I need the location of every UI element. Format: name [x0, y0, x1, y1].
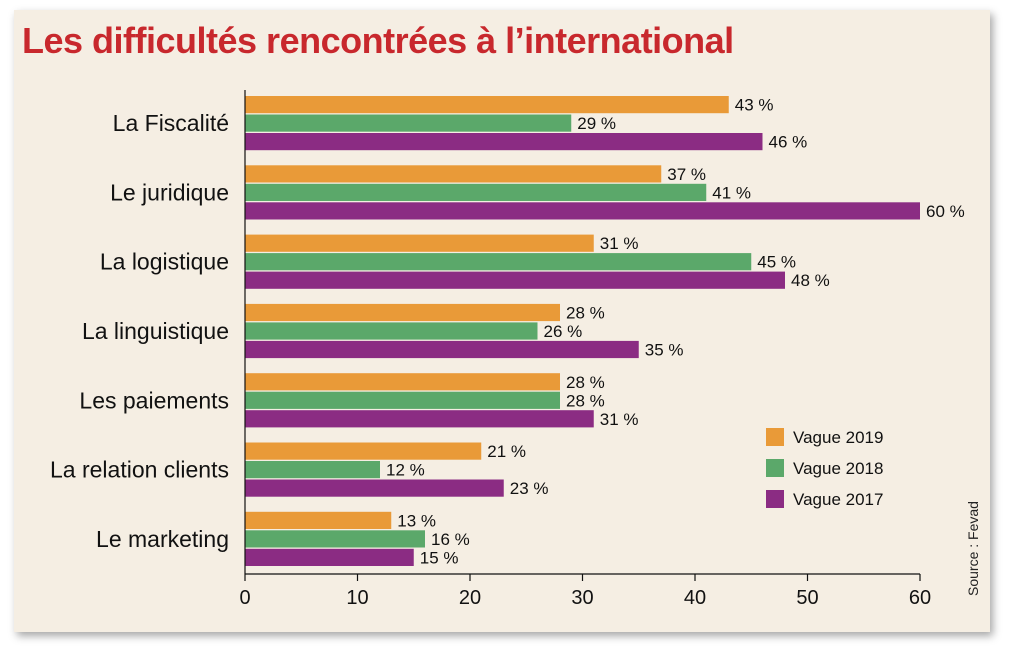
bar-le-juridique-vague-2018	[245, 183, 707, 201]
category-label-la-logistique: La logistique	[100, 249, 229, 275]
source-note: Source : Fevad	[965, 501, 981, 596]
bar-le-marketing-vague-2019	[245, 511, 392, 529]
bar-les-paiements-vague-2018	[245, 391, 560, 409]
x-tick-label-30: 30	[571, 587, 593, 609]
bar-la-linguistique-vague-2018	[245, 322, 538, 340]
value-label-le-juridique-vague-2019: 37 %	[667, 165, 706, 184]
bar-la-logistique-vague-2017	[245, 271, 785, 289]
bar-la-relation-clients-vague-2018	[245, 461, 380, 479]
category-label-la-linguistique: La linguistique	[82, 318, 229, 344]
category-label-le-marketing: Le marketing	[96, 526, 229, 552]
bar-la-relation-clients-vague-2017	[245, 479, 504, 497]
value-label-la-relation-clients-vague-2018: 12 %	[386, 461, 425, 480]
bar-la-relation-clients-vague-2019	[245, 442, 482, 460]
value-label-la-fiscalite-vague-2017: 46 %	[769, 133, 808, 152]
value-label-la-relation-clients-vague-2019: 21 %	[487, 442, 526, 461]
bar-les-paiements-vague-2017	[245, 410, 594, 428]
legend-label-vague-2017: Vague 2017	[793, 490, 883, 509]
value-label-la-fiscalite-vague-2019: 43 %	[735, 96, 774, 115]
value-label-la-linguistique-vague-2018: 26 %	[544, 322, 583, 341]
bar-la-fiscalite-vague-2017	[245, 133, 763, 151]
category-label-la-relation-clients: La relation clients	[50, 457, 229, 483]
legend-label-vague-2018: Vague 2018	[793, 459, 883, 478]
value-label-le-juridique-vague-2017: 60 %	[926, 202, 965, 221]
bar-la-logistique-vague-2019	[245, 234, 594, 252]
x-tick-label-60: 60	[909, 587, 931, 609]
x-tick-label-50: 50	[796, 587, 818, 609]
category-label-la-fiscalite: La Fiscalité	[113, 110, 229, 136]
category-label-le-juridique: Le juridique	[110, 179, 229, 205]
x-tick-label-20: 20	[459, 587, 481, 609]
bar-le-marketing-vague-2017	[245, 548, 414, 566]
value-label-le-juridique-vague-2018: 41 %	[712, 183, 751, 202]
value-label-la-logistique-vague-2018: 45 %	[757, 253, 796, 272]
value-label-le-marketing-vague-2018: 16 %	[431, 530, 470, 549]
bar-la-logistique-vague-2018	[245, 253, 752, 271]
bar-le-juridique-vague-2019	[245, 165, 662, 183]
value-label-les-paiements-vague-2017: 31 %	[600, 410, 639, 429]
bar-les-paiements-vague-2019	[245, 373, 560, 391]
value-label-la-logistique-vague-2019: 31 %	[600, 234, 639, 253]
chart-title: Les difficultés rencontrées à l’internat…	[22, 20, 734, 61]
legend-swatch-vague-2018	[766, 459, 784, 477]
legend-swatch-vague-2019	[766, 428, 784, 446]
bar-le-marketing-vague-2018	[245, 530, 425, 548]
value-label-les-paiements-vague-2018: 28 %	[566, 391, 605, 410]
x-tick-label-10: 10	[346, 587, 368, 609]
bar-la-fiscalite-vague-2019	[245, 96, 729, 114]
legend-label-vague-2019: Vague 2019	[793, 428, 883, 447]
bar-le-juridique-vague-2017	[245, 202, 920, 220]
x-tick-label-0: 0	[239, 587, 250, 609]
value-label-le-marketing-vague-2017: 15 %	[420, 548, 459, 567]
bar-la-linguistique-vague-2019	[245, 303, 560, 322]
value-label-le-marketing-vague-2019: 13 %	[397, 511, 436, 530]
legend-swatch-vague-2017	[766, 490, 784, 508]
value-label-la-linguistique-vague-2019: 28 %	[566, 304, 605, 323]
value-label-la-logistique-vague-2017: 48 %	[791, 271, 830, 290]
value-label-la-relation-clients-vague-2017: 23 %	[510, 479, 549, 498]
bar-la-fiscalite-vague-2018	[245, 114, 572, 132]
value-label-les-paiements-vague-2019: 28 %	[566, 373, 605, 392]
category-label-les-paiements: Les paiements	[79, 387, 229, 413]
bar-la-linguistique-vague-2017	[245, 340, 639, 359]
x-tick-label-40: 40	[684, 587, 706, 609]
value-label-la-fiscalite-vague-2018: 29 %	[577, 114, 616, 133]
value-label-la-linguistique-vague-2017: 35 %	[645, 341, 684, 360]
